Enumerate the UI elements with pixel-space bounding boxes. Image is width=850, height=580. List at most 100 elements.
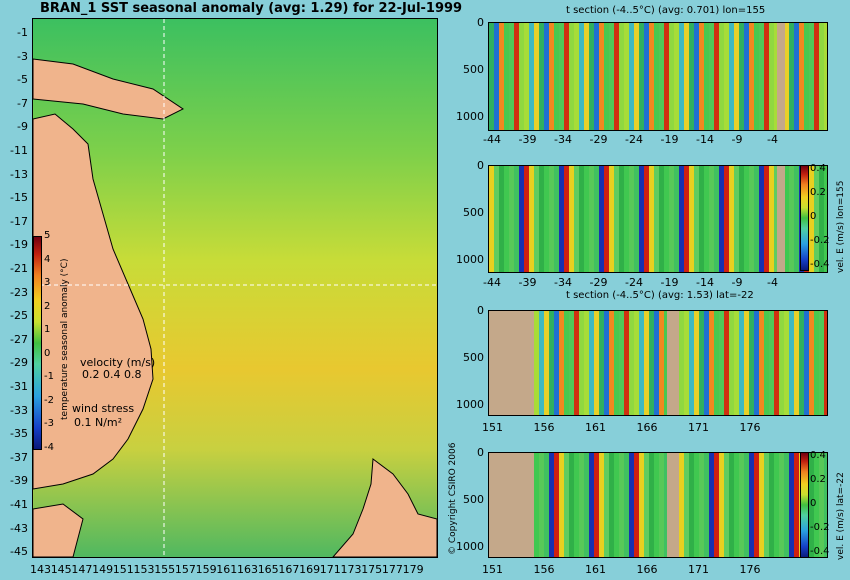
map-lat-tick: -29	[10, 356, 28, 370]
section-cell	[819, 453, 824, 557]
section-cell	[549, 23, 554, 130]
section-cell	[669, 23, 674, 130]
section-cell	[689, 23, 694, 130]
section-cell	[724, 166, 729, 272]
section-cell	[604, 166, 609, 272]
section-cell	[724, 311, 729, 415]
section-x-tick: -29	[589, 276, 608, 289]
section-cell	[509, 23, 514, 130]
section-y-tick: 1000	[456, 540, 484, 553]
section-cell	[704, 453, 709, 557]
section-cell	[714, 23, 719, 130]
sst-colorbar-tick: 2	[44, 300, 51, 312]
sst-colorbar-tick: -1	[44, 371, 54, 382]
section-y-tick: 500	[463, 206, 484, 219]
section-plot-3	[489, 311, 827, 415]
section-cell	[734, 166, 739, 272]
section-cell	[494, 23, 499, 130]
section-y-tick: 0	[477, 16, 484, 29]
map-lat-tick: -37	[10, 450, 28, 464]
section-cell	[784, 453, 789, 557]
section-land-mask	[667, 311, 679, 415]
section-cell	[579, 311, 584, 415]
section-plot-1	[489, 23, 827, 130]
section-cell	[749, 166, 754, 272]
map-lon-tick: 177	[381, 563, 403, 576]
section-cell	[554, 23, 559, 130]
map-lon-tick: 145	[50, 563, 72, 576]
section-cell	[544, 311, 549, 415]
section-cell	[794, 23, 799, 130]
section-cell	[539, 453, 544, 557]
section-cell	[809, 23, 814, 130]
section-cell	[514, 23, 519, 130]
map-lat-tick: -13	[10, 167, 28, 181]
section-cell	[814, 23, 819, 130]
section-cell	[709, 453, 714, 557]
section-cell	[554, 311, 559, 415]
section-cell	[689, 453, 694, 557]
section-panel-4	[488, 452, 828, 558]
section-cell	[784, 23, 789, 130]
map-lon-tick: 167	[278, 563, 300, 576]
section-cell	[679, 166, 684, 272]
section-cell	[559, 311, 564, 415]
section-cell	[644, 166, 649, 272]
section-cell	[519, 166, 524, 272]
section-cell	[819, 311, 824, 415]
section-cell	[544, 23, 549, 130]
map-lon-tick: 161	[216, 563, 238, 576]
section-cell	[734, 311, 739, 415]
section-cell	[564, 453, 569, 557]
section-cell	[704, 311, 709, 415]
section-y-tick: 1000	[456, 253, 484, 266]
section-cell	[544, 453, 549, 557]
tasmania-land	[33, 503, 84, 557]
section-cell	[699, 311, 704, 415]
section-cell	[634, 23, 639, 130]
section-cell	[559, 166, 564, 272]
velocity-legend-scale: 0.2 0.4 0.8	[82, 368, 142, 381]
section-cell	[804, 23, 809, 130]
section-cell	[694, 166, 699, 272]
section-cell	[684, 23, 689, 130]
section-cell	[744, 311, 749, 415]
section-cell	[614, 311, 619, 415]
velocity-colorbar-tick: 0	[810, 498, 817, 509]
png-land	[33, 58, 184, 120]
section-cell	[769, 453, 774, 557]
section-cell	[749, 23, 754, 130]
section-cell	[644, 311, 649, 415]
section-cell	[649, 311, 654, 415]
map-lon-tick: 143	[30, 563, 51, 576]
map-lon-tick: 163	[237, 563, 258, 576]
section-cell	[684, 311, 689, 415]
velocity-side-label: vel. E (m/s) lat=-22	[836, 472, 846, 560]
section-x-tick: 151	[482, 421, 503, 434]
section-cell	[609, 311, 614, 415]
section-cell	[699, 453, 704, 557]
section-cell	[569, 166, 574, 272]
section-cell	[594, 166, 599, 272]
section-x-tick: -14	[696, 133, 714, 146]
section-cell	[769, 166, 774, 272]
section-cell	[779, 453, 784, 557]
map-lon-tick: 151	[112, 563, 134, 576]
map-lon-tick: 149	[92, 563, 114, 576]
section-cell	[739, 453, 744, 557]
section-cell	[609, 166, 614, 272]
section-x-tick: -14	[696, 276, 714, 289]
main-title: BRAN_1 SST seasonal anomaly (avg: 1.29) …	[40, 1, 463, 16]
section-cell	[739, 166, 744, 272]
section-cell	[534, 311, 539, 415]
section-cell	[744, 166, 749, 272]
section-cell	[529, 166, 534, 272]
map-lat-tick: -23	[10, 285, 28, 299]
map-lon-tick: 179	[402, 563, 424, 576]
section-y-tick: 500	[463, 493, 484, 506]
section-cell	[579, 23, 584, 130]
section-cell	[549, 166, 554, 272]
section-cell	[799, 311, 804, 415]
map-lon-tick: 155	[154, 563, 176, 576]
section-cell	[614, 166, 619, 272]
